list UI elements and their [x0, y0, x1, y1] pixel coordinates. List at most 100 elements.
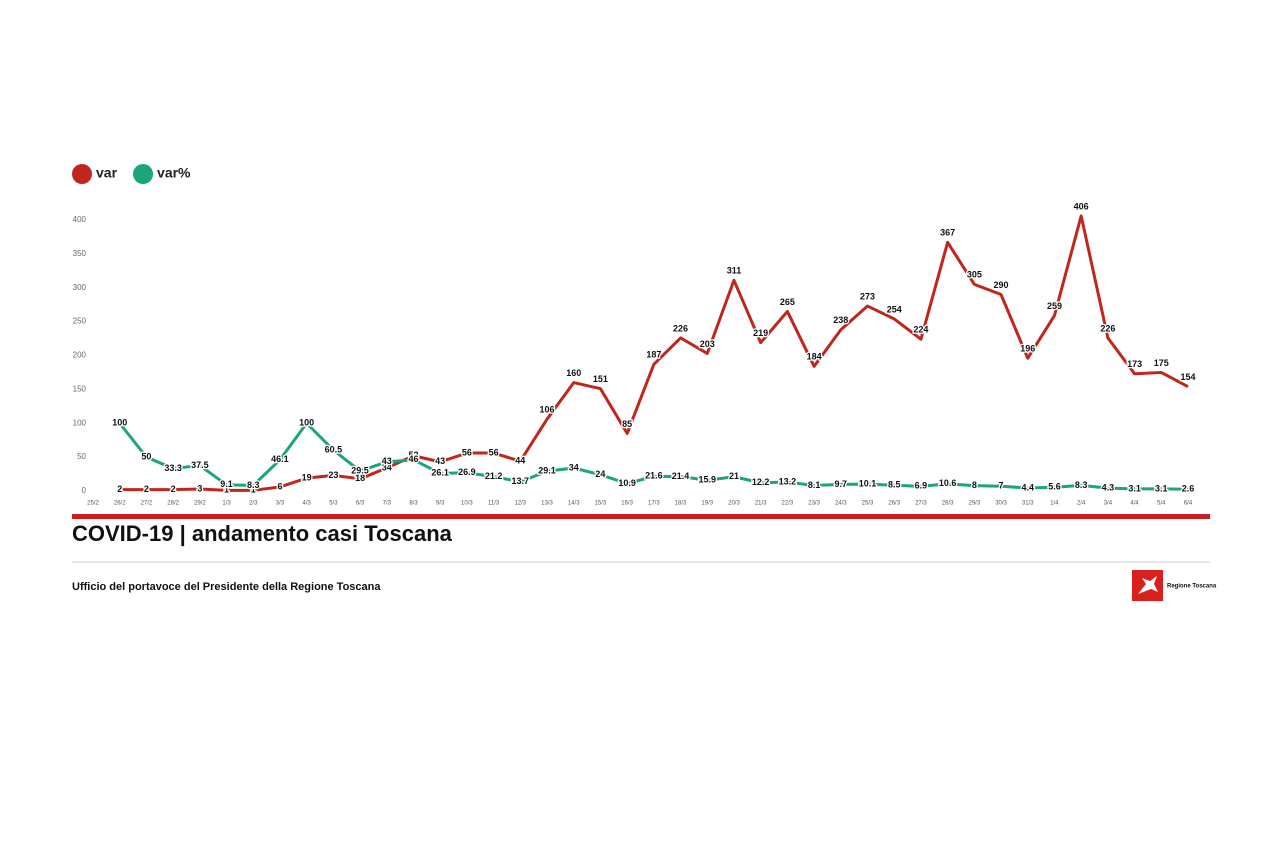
- data-label: 367: [940, 228, 955, 238]
- data-label: 34: [569, 462, 579, 472]
- y-tick-label: 400: [73, 215, 87, 224]
- data-label: 2: [144, 484, 149, 494]
- data-label: 7: [999, 481, 1004, 491]
- x-tick-label: 22/3: [782, 501, 794, 507]
- x-tick-label: 26/3: [888, 501, 900, 507]
- data-label: 1: [224, 485, 229, 495]
- x-tick-label: 2/4: [1077, 501, 1086, 507]
- data-label: 43: [435, 456, 445, 466]
- x-tick-label: 25/2: [87, 501, 99, 507]
- x-tick-label: 30/3: [995, 501, 1007, 507]
- data-label: 10.6: [939, 478, 957, 488]
- x-tick-label: 1/3: [222, 501, 231, 507]
- data-label: 12.2: [752, 477, 770, 487]
- legend-marker: [72, 164, 92, 184]
- x-tick-label: 23/3: [808, 501, 820, 507]
- data-label: 33.3: [164, 463, 182, 473]
- data-label: 305: [967, 270, 982, 280]
- data-label: 311: [727, 266, 742, 276]
- data-label: 26.1: [431, 468, 449, 478]
- data-label: 4.4: [1021, 482, 1034, 492]
- data-label: 8.5: [888, 480, 901, 490]
- x-tick-label: 25/3: [862, 501, 874, 507]
- x-tick-label: 5/4: [1157, 501, 1166, 507]
- data-label: 21.2: [485, 471, 503, 481]
- data-label: 226: [1100, 323, 1115, 333]
- data-label: 406: [1074, 201, 1089, 211]
- x-tick-label: 2/3: [249, 501, 258, 507]
- data-label: 196: [1020, 344, 1035, 354]
- x-tick-label: 7/3: [383, 501, 392, 507]
- data-label: 24: [595, 469, 605, 479]
- logo-text: Regione Toscana: [1167, 584, 1217, 590]
- y-tick-label: 150: [73, 384, 87, 393]
- x-tick-label: 13/3: [541, 501, 553, 507]
- data-label: 10.1: [859, 479, 877, 489]
- data-label: 29.5: [351, 465, 369, 475]
- x-tick-label: 17/3: [648, 501, 660, 507]
- title-bar: [72, 514, 1210, 519]
- data-label: 1: [251, 485, 256, 495]
- data-label: 273: [860, 291, 875, 301]
- x-tick-label: 4/3: [302, 501, 311, 507]
- x-tick-label: 11/3: [488, 501, 500, 507]
- data-label: 37.5: [191, 460, 209, 470]
- data-label: 3.1: [1155, 483, 1168, 493]
- logo: Regione Toscana: [1132, 570, 1217, 601]
- legend-marker: [133, 164, 154, 184]
- data-label: 46.1: [271, 454, 289, 464]
- data-label: 50: [141, 452, 151, 462]
- x-tick-label: 28/3: [942, 501, 954, 507]
- data-label: 5.6: [1048, 482, 1061, 492]
- data-label: 160: [566, 368, 581, 378]
- data-label: 26.9: [458, 467, 476, 477]
- x-tick-label: 20/3: [728, 501, 740, 507]
- x-tick-label: 24/3: [835, 501, 847, 507]
- x-tick-label: 8/3: [409, 501, 418, 507]
- x-tick-label: 16/3: [621, 501, 633, 507]
- data-label: 13.2: [779, 476, 797, 486]
- data-label: 8.1: [808, 480, 821, 490]
- data-label: 56: [462, 447, 472, 457]
- data-label: 10.9: [618, 478, 636, 488]
- data-label: 100: [299, 418, 314, 428]
- data-label: 60.5: [325, 444, 343, 454]
- data-label: 238: [833, 315, 848, 325]
- series-line: [118, 421, 1189, 491]
- data-label: 226: [673, 323, 688, 333]
- data-label: 21: [729, 471, 739, 481]
- data-label: 21.6: [645, 471, 663, 481]
- data-label: 290: [994, 280, 1009, 290]
- data-label: 9.7: [835, 479, 848, 489]
- data-label: 8.3: [1075, 480, 1088, 490]
- data-label: 203: [700, 339, 715, 349]
- data-label: 15.9: [699, 475, 717, 485]
- data-label: 23: [328, 470, 338, 480]
- y-tick-label: 0: [82, 486, 87, 495]
- data-label: 254: [887, 304, 902, 314]
- data-label: 154: [1180, 372, 1195, 382]
- data-label: 85: [622, 419, 632, 429]
- y-tick-label: 350: [73, 249, 87, 258]
- data-label: 19: [302, 473, 312, 483]
- series-line: [119, 214, 1189, 492]
- y-tick-label: 50: [77, 452, 86, 461]
- data-label: 46: [408, 454, 418, 464]
- data-label: 4.3: [1102, 482, 1115, 492]
- data-label: 6.9: [915, 481, 928, 491]
- x-tick-label: 26/2: [114, 501, 126, 507]
- legend-label: var: [96, 165, 118, 181]
- data-label: 52: [408, 450, 418, 460]
- x-tick-label: 19/3: [701, 501, 713, 507]
- x-tick-label: 3/4: [1104, 501, 1113, 507]
- x-tick-label: 6/3: [356, 501, 365, 507]
- data-label: 56: [489, 447, 499, 457]
- data-label: 2: [171, 484, 176, 494]
- data-label: 184: [807, 352, 822, 362]
- logo-horse: [1138, 576, 1158, 594]
- x-tick-label: 31/3: [1022, 501, 1034, 507]
- x-tick-label: 10/3: [461, 501, 473, 507]
- x-tick-label: 14/3: [568, 501, 580, 507]
